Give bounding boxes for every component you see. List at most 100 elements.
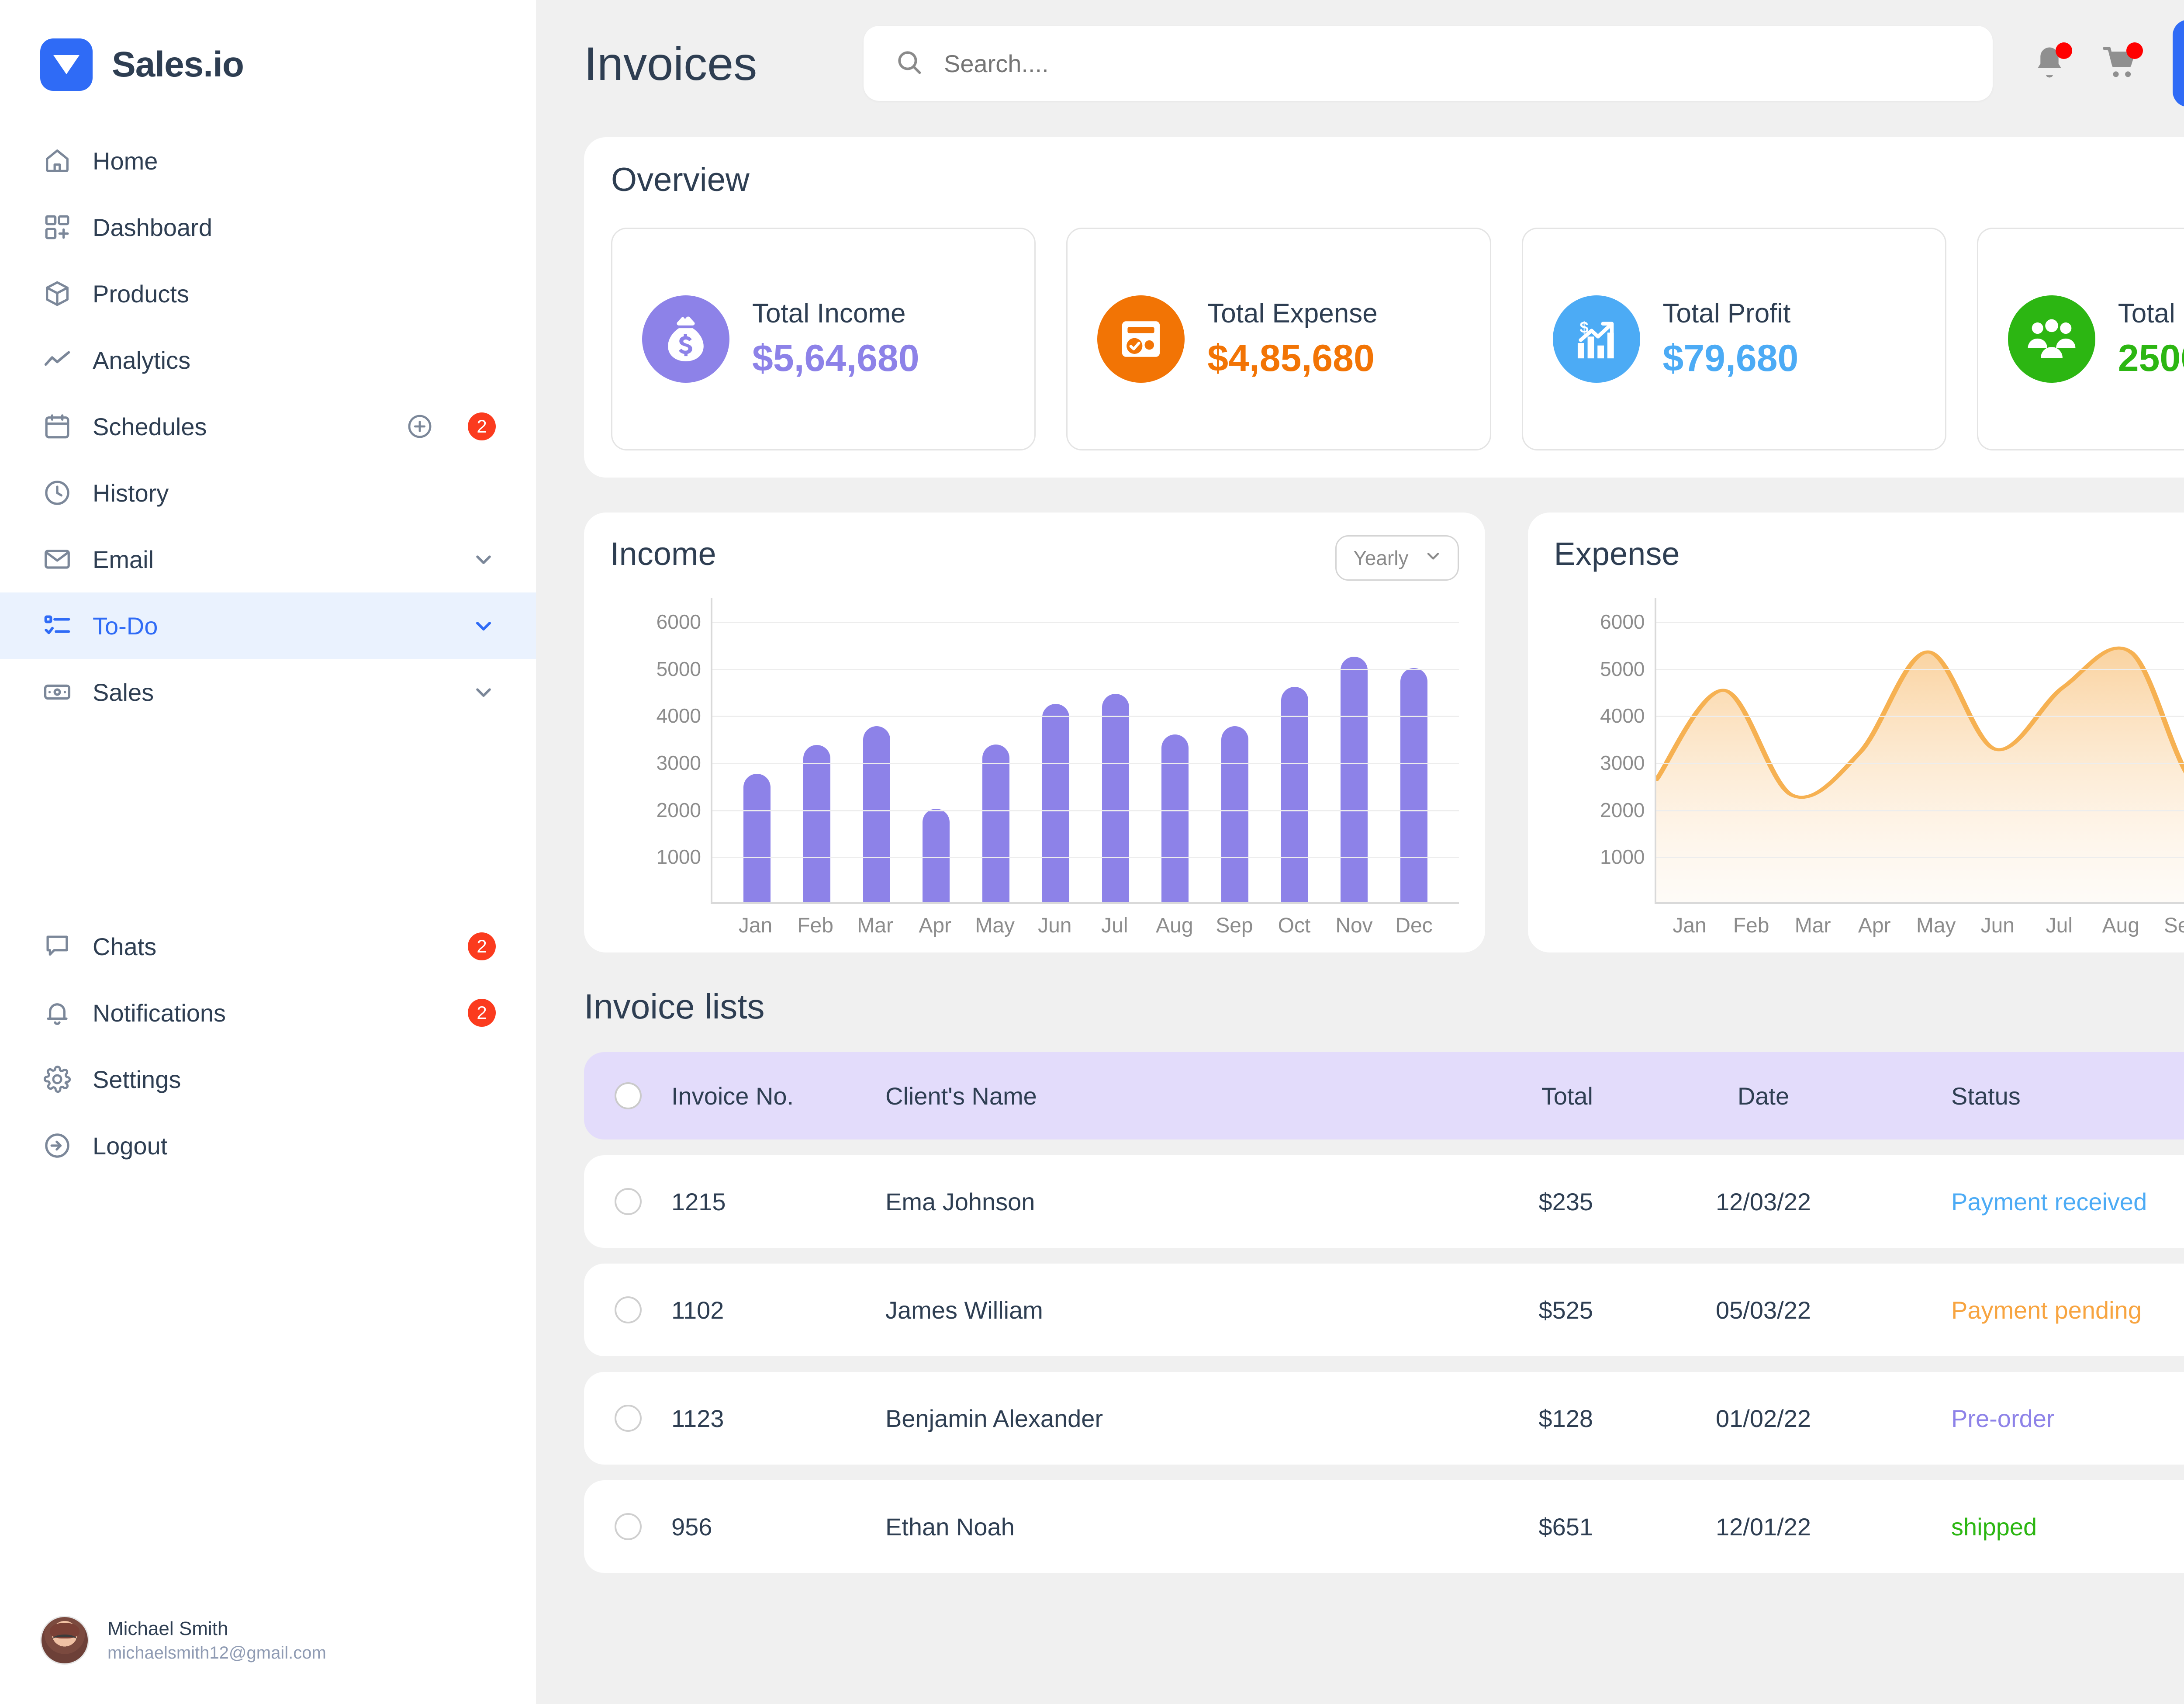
cell-client-name: James William <box>885 1296 1043 1324</box>
y-tick-label: 3000 <box>1600 751 1645 774</box>
profile[interactable]: Michael Smith michaelsmith12@gmail.com <box>40 1616 326 1665</box>
add-invoice-button[interactable]: Add Invoice <box>2173 20 2184 107</box>
x-tick-label: Nov <box>1335 914 1373 937</box>
bar-jan[interactable] <box>743 774 771 902</box>
x-tick-label: Apr <box>919 914 952 937</box>
chevron-down-icon[interactable] <box>471 680 496 704</box>
main-content: Invoices <box>536 0 2184 1704</box>
sidebar-item-to-do[interactable]: To-Do <box>0 592 536 659</box>
cart-badge-dot <box>2126 42 2143 59</box>
sidebar-item-home[interactable]: Home <box>0 128 536 194</box>
bar-apr[interactable] <box>923 808 950 902</box>
invoice-list-head: Invoice lists Monthly <box>584 984 2184 1029</box>
table-row[interactable]: 1215 Ema Johnson $235 12/03/22 Payment recei… <box>584 1155 2184 1248</box>
bar-sep[interactable] <box>1221 726 1248 902</box>
income-y-axis: 1000 2000 3000 4000 5000 6000 <box>610 598 711 904</box>
card-check-icon <box>1097 295 1185 383</box>
row-checkbox[interactable] <box>615 1513 671 1540</box>
stat-card-total-clients[interactable]: Total Clients 2500 <box>1977 228 2184 450</box>
stat-label: Total Clients <box>2118 298 2184 329</box>
bar-jul[interactable] <box>1102 693 1129 902</box>
sidebar-item-products[interactable]: Products <box>0 260 536 327</box>
radio-icon <box>615 1082 642 1109</box>
col-total: Total <box>1541 1082 1593 1110</box>
stat-card-total-profit[interactable]: $ Total Profit $79,680 <box>1521 228 1946 450</box>
x-tick-label: Aug <box>1156 914 1193 937</box>
add-schedule-icon[interactable] <box>406 412 434 440</box>
gridline <box>712 810 1459 811</box>
stat-cards: Total Income $5,64,680 Total Expense $4,… <box>611 228 2184 450</box>
col-client-name: Client's Name <box>885 1082 1037 1110</box>
search-box[interactable] <box>864 26 1993 101</box>
brand[interactable]: Sales.io <box>0 0 536 91</box>
table-row[interactable]: 1123 Benjamin Alexander $128 01/02/22 Pre-or… <box>584 1372 2184 1465</box>
table-row[interactable]: 1102 James William $525 05/03/22 Payment pen… <box>584 1264 2184 1356</box>
sidebar-item-label: Home <box>93 147 158 175</box>
bar-dec[interactable] <box>1400 668 1428 902</box>
row-checkbox[interactable] <box>615 1296 671 1323</box>
row-checkbox[interactable] <box>615 1188 671 1215</box>
grid-plus-icon <box>40 210 74 244</box>
svg-text:$: $ <box>1579 318 1588 336</box>
x-tick-label: Jul <box>2046 914 2073 937</box>
col-status: Status <box>1951 1082 2021 1110</box>
income-chart-body: 1000 2000 3000 4000 5000 6000 <box>610 598 1459 904</box>
cell-date: 01/02/22 <box>1716 1404 1811 1432</box>
sidebar-item-email[interactable]: Email <box>0 526 536 592</box>
status-badge: Pre-order <box>1951 1404 2055 1432</box>
y-tick-label: 2000 <box>1600 798 1645 821</box>
cell-client-name: Ema Johnson <box>885 1188 1035 1216</box>
income-chart-head: Income Yearly <box>610 535 1459 581</box>
overview-panel: Overview Yearly Total Income $5,64,680 <box>584 137 2184 478</box>
row-checkbox[interactable] <box>615 1405 671 1432</box>
chevron-down-icon[interactable] <box>471 547 496 571</box>
cart-icon[interactable] <box>2100 42 2143 84</box>
chevron-down-icon[interactable] <box>471 613 496 638</box>
sidebar-item-schedules[interactable]: Schedules 2 <box>0 393 536 460</box>
sidebar-item-label: Notifications <box>93 999 226 1027</box>
bar-aug[interactable] <box>1161 734 1189 902</box>
expense-chart-title: Expense <box>1554 536 1680 572</box>
charts-row: Income Yearly 1000 2000 3000 4000 5000 6000 J… <box>584 513 2184 952</box>
sidebar-item-label: Settings <box>93 1065 181 1093</box>
profile-email: michaelsmith12@gmail.com <box>107 1643 326 1662</box>
sidebar-item-analytics[interactable]: Analytics <box>0 327 536 393</box>
sidebar-item-sales[interactable]: Sales <box>0 659 536 725</box>
search-input[interactable] <box>944 49 1962 78</box>
sidebar-item-dashboard[interactable]: Dashboard <box>0 194 536 260</box>
bar-oct[interactable] <box>1281 686 1308 902</box>
bar-mar[interactable] <box>863 726 890 902</box>
calendar-icon <box>40 409 74 443</box>
sidebar-item-label: Products <box>93 280 189 308</box>
sidebar-item-settings[interactable]: Settings <box>0 1046 536 1112</box>
bar-slot <box>1265 598 1324 902</box>
sidebar-item-logout[interactable]: Logout <box>0 1112 536 1179</box>
income-bars <box>712 598 1459 902</box>
sidebar-item-chats[interactable]: Chats 2 <box>0 913 536 980</box>
select-all-checkbox[interactable] <box>615 1082 671 1109</box>
x-tick-label: Dec <box>1395 914 1433 937</box>
bar-slot <box>1205 598 1265 902</box>
brand-logo <box>40 38 93 91</box>
bar-may[interactable] <box>982 745 1010 902</box>
gridline <box>1656 810 2184 811</box>
y-tick-label: 5000 <box>656 657 701 680</box>
sidebar-item-history[interactable]: History <box>0 460 536 526</box>
sidebar-item-label: Schedules <box>93 412 207 440</box>
income-period-select[interactable]: Yearly <box>1335 535 1459 581</box>
profile-name: Michael Smith <box>107 1617 228 1639</box>
stat-card-total-expense[interactable]: Total Expense $4,85,680 <box>1066 228 1491 450</box>
stat-card-total-income[interactable]: Total Income $5,64,680 <box>611 228 1036 450</box>
bar-jun[interactable] <box>1042 703 1069 902</box>
cell-date: 12/03/22 <box>1716 1188 1811 1216</box>
cell-date: 12/01/22 <box>1716 1513 1811 1541</box>
bell-icon[interactable] <box>2029 42 2072 84</box>
bar-feb[interactable] <box>803 745 831 902</box>
bar-nov[interactable] <box>1341 656 1368 902</box>
gridline <box>1656 857 2184 859</box>
logout-icon <box>40 1129 74 1163</box>
topbar: Invoices <box>584 0 2184 114</box>
sidebar-item-notifications[interactable]: Notifications 2 <box>0 980 536 1046</box>
